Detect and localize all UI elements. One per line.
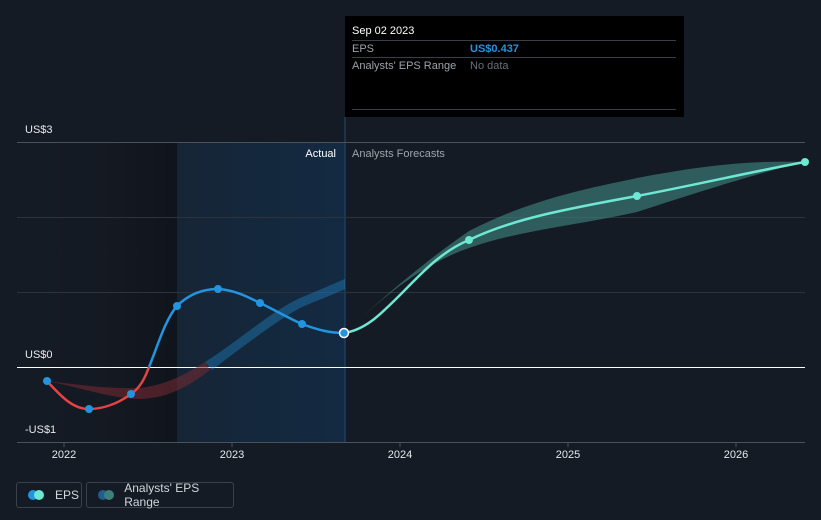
x-label-2022: 2022 — [51, 449, 77, 461]
x-label-2025: 2025 — [555, 449, 581, 461]
legend-eps-button[interactable]: EPS — [16, 482, 82, 508]
tooltip-range-label: Analysts' EPS Range — [352, 60, 457, 72]
legend-range-label: Analysts' EPS Range — [124, 481, 200, 509]
tooltip-eps-value: US$0.437 — [470, 43, 519, 55]
x-label-2026: 2026 — [723, 449, 749, 461]
actual-label: Actual — [305, 148, 336, 160]
range-legend-icon — [98, 490, 115, 500]
eps-line-negative — [46, 366, 151, 411]
x-label-2023: 2023 — [219, 449, 245, 461]
eps-chart — [17, 117, 809, 447]
eps-line-forecast — [343, 160, 806, 335]
eps-forecast-points — [465, 158, 809, 244]
grid — [17, 142, 805, 293]
tooltip-row-range: Analysts' EPS Range No data — [352, 57, 676, 72]
tooltip-eps-label: EPS — [352, 43, 375, 55]
y-label-3: US$3 — [25, 124, 53, 136]
eps-actual-points — [43, 285, 306, 413]
eps-legend-icon — [28, 490, 46, 500]
forecast-range-band — [345, 161, 805, 333]
tooltip-range-value: No data — [470, 60, 509, 72]
tooltip-row-eps: EPS US$0.437 — [352, 40, 676, 55]
legend-eps-label: EPS — [55, 488, 80, 502]
tooltip-divider — [352, 109, 676, 110]
past-range-band — [205, 279, 345, 370]
eps-hover-point[interactable] — [338, 327, 350, 339]
tooltip-date: Sep 02 2023 — [352, 25, 415, 37]
legend-range-button[interactable]: Analysts' EPS Range — [86, 481, 234, 509]
tooltip: Sep 02 2023 EPS US$0.437 Analysts' EPS R… — [345, 16, 684, 117]
negative-range-band — [47, 362, 210, 399]
y-label-0: US$0 — [25, 349, 53, 361]
y-label-neg1: -US$1 — [25, 424, 57, 436]
x-ticks — [63, 442, 737, 447]
forecast-label: Analysts Forecasts — [352, 148, 445, 160]
x-label-2024: 2024 — [387, 449, 413, 461]
